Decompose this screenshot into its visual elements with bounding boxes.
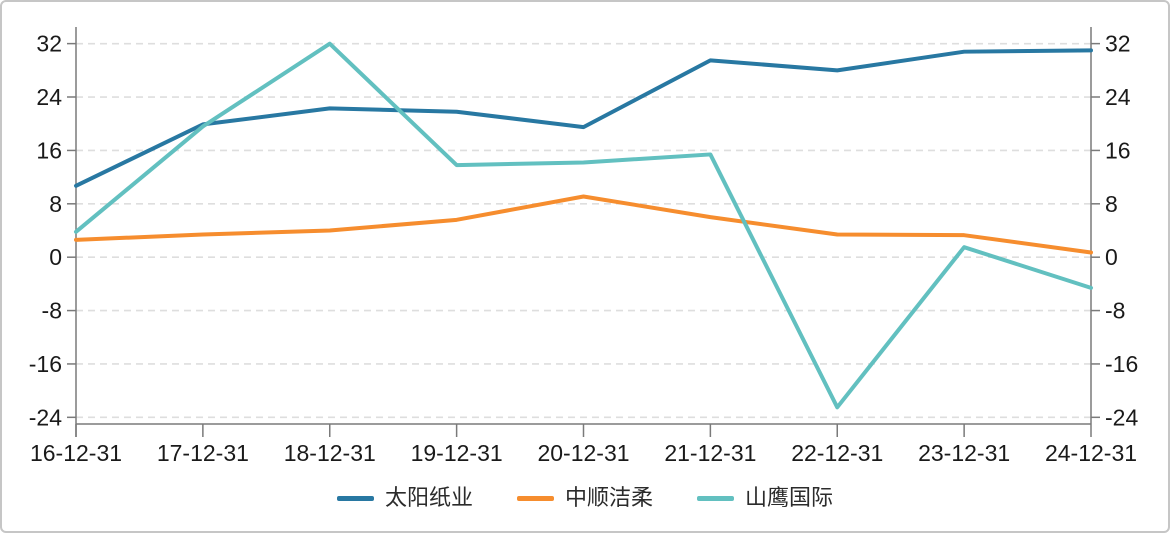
y-tick-label-right: -16 [1105,351,1138,377]
legend-label: 太阳纸业 [384,485,473,510]
legend-label: 中顺洁柔 [564,485,653,510]
y-tick-label-left: 0 [49,244,62,270]
y-tick-label-right: -24 [1105,404,1138,430]
x-tick-label: 19-12-31 [411,440,503,466]
series-line-1 [74,194,1093,255]
x-tick-label: 22-12-31 [791,440,883,466]
y-tick-label-right: 8 [1105,191,1118,217]
series-line-0 [74,48,1093,188]
y-tick-label-left: 24 [36,84,62,110]
gridlines [76,42,1091,419]
legend-item-2[interactable]: 山鹰国际 [697,485,833,511]
x-tick-label: 20-12-31 [537,440,629,466]
legend-swatch-icon [697,495,734,501]
x-tick-label: 24-12-31 [1045,440,1137,466]
y-tick-label-left: 32 [36,31,62,57]
y-tick-label-left: 16 [36,137,62,163]
y-tick-label-right: 32 [1105,31,1131,57]
legend-swatch-icon [336,495,374,501]
legend-item-0[interactable]: 太阳纸业 [336,485,473,511]
legend-label: 山鹰国际 [745,485,834,510]
y-tick-label-right: 24 [1105,84,1131,110]
legend-swatch-icon [516,495,554,501]
series-line-2 [74,41,1093,410]
y-tick-label-right: 0 [1105,244,1118,270]
x-tick-label: 21-12-31 [664,440,756,466]
y-tick-label-left: -24 [29,404,62,430]
y-tick-label-left: -16 [29,351,62,377]
chart-legend: 太阳纸业 中顺洁柔 山鹰国际 [2,485,1168,511]
y-tick-label-right: -8 [1105,298,1125,324]
y-tick-label-left: -8 [42,298,62,324]
x-tick-label: 23-12-31 [918,440,1010,466]
x-tick-label: 18-12-31 [284,440,376,466]
y-tick-label-left: 8 [49,191,62,217]
y-tick-label-right: 16 [1105,137,1131,163]
x-tick-label: 17-12-31 [157,440,249,466]
x-tick-label: 16-12-31 [30,440,122,466]
legend-item-1[interactable]: 中顺洁柔 [516,485,653,511]
